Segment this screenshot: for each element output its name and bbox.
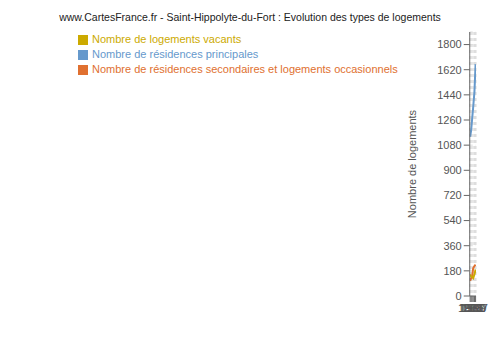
svg-text:720: 720 — [443, 189, 461, 201]
html-text:Nombre de résidences secondair: Nombre de résidences secondaires et loge… — [92, 63, 398, 75]
svg-text:1260: 1260 — [437, 114, 461, 126]
svg-text:1620: 1620 — [437, 64, 461, 76]
svg-text:1080: 1080 — [437, 139, 461, 151]
svg-text:180: 180 — [443, 265, 461, 277]
svg-text:360: 360 — [443, 240, 461, 252]
html-text:Nombre de résidences principal: Nombre de résidences principales — [92, 48, 259, 60]
html-text:Nombre de logements vacants: Nombre de logements vacants — [92, 33, 242, 45]
svg-text:1800: 1800 — [437, 38, 461, 50]
svg-text:540: 540 — [443, 214, 461, 226]
svg-text:900: 900 — [443, 164, 461, 176]
svg-text:1440: 1440 — [437, 89, 461, 101]
svg-text:2007: 2007 — [463, 302, 487, 314]
svg-text:Nombre de logements: Nombre de logements — [406, 109, 418, 218]
html-text:www.CartesFrance.fr - Saint-Hi: www.CartesFrance.fr - Saint-Hippolyte-du… — [59, 11, 441, 23]
svg-text:0: 0 — [456, 290, 462, 302]
